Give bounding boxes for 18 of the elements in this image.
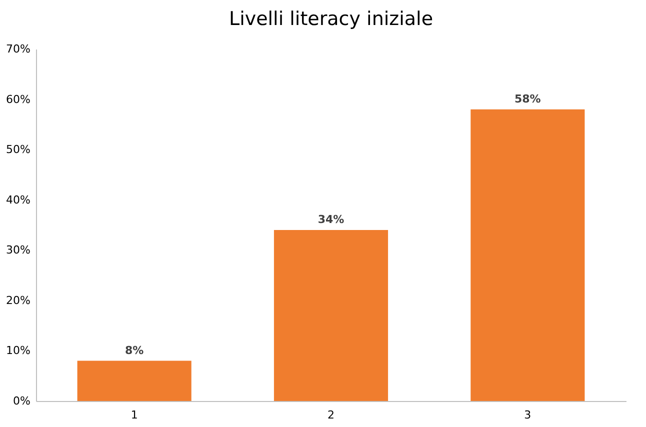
y-tick-label: 0%: [13, 394, 30, 408]
y-tick-label: 40%: [6, 193, 30, 206]
y-tick-label: 10%: [6, 344, 30, 358]
x-tick-label: 3: [524, 408, 532, 422]
bar: [77, 360, 192, 401]
data-label: 8%: [124, 344, 144, 357]
bar: [470, 109, 585, 401]
chart-title: Livelli literacy iniziale: [228, 8, 434, 30]
y-tick-label: 30%: [6, 244, 30, 257]
y-tick-label: 70%: [6, 42, 30, 56]
x-tick-label: 1: [130, 408, 138, 422]
y-tick-label: 60%: [6, 92, 30, 106]
y-tick-label: 20%: [6, 294, 30, 307]
data-label: 58%: [514, 92, 541, 106]
x-tick-label: 2: [328, 408, 334, 422]
y-tick-label: 50%: [6, 143, 30, 156]
data-label: 34%: [318, 213, 344, 226]
bar: [274, 230, 388, 401]
